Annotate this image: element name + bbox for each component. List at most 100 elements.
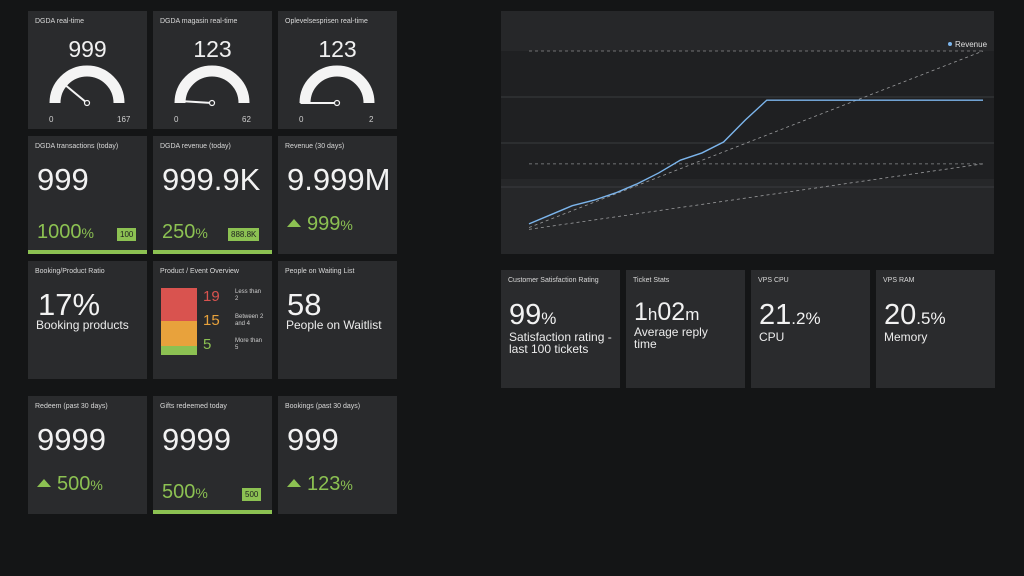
gauge-min: 0 <box>49 115 54 124</box>
tile-title: DGDA transactions (today) <box>35 143 119 150</box>
tile-title: Gifts redeemed today <box>160 403 227 410</box>
gauge-max: 62 <box>242 115 251 124</box>
waiting-list-tile[interactable]: People on Waiting List 58 People on Wait… <box>278 261 397 379</box>
overview-count-red: 19 <box>203 288 220 305</box>
up-arrow-icon <box>287 479 301 487</box>
vps-ram-tile[interactable]: VPS RAM 20.5% Memory <box>876 270 995 388</box>
big-number: 999 <box>37 162 89 197</box>
tile-title: DGDA real-time <box>35 18 85 25</box>
gauge-tile-oplevelsesprisen[interactable]: Oplevelsesprisen real-time 123 0 2 <box>278 11 397 129</box>
stat-sub-label: Average reply time <box>634 325 708 351</box>
tile-title: VPS CPU <box>758 277 789 284</box>
revenue-today-tile[interactable]: DGDA revenue (today) 999.9K 250% 888.8K <box>153 136 272 254</box>
chart-band <box>501 51 994 179</box>
bookings-tile[interactable]: Bookings (past 30 days) 999 123% <box>278 396 397 514</box>
stat-value: 1h02m <box>634 298 700 326</box>
revenue-30-days-tile[interactable]: Revenue (30 days) 9.999M 999% <box>278 136 397 254</box>
gifts-redeemed-tile[interactable]: Gifts redeemed today 9999 500% 500 <box>153 396 272 514</box>
tile-title: Ticket Stats <box>633 277 670 284</box>
gauge-max: 167 <box>117 115 131 124</box>
overview-bar-green <box>161 346 197 355</box>
change-value: 250% <box>162 221 208 243</box>
tile-title: Booking/Product Ratio <box>35 268 105 275</box>
gauge-dial <box>174 65 250 107</box>
revenue-chart-tile[interactable]: Revenue <box>501 11 994 254</box>
gauge-arc <box>299 65 375 104</box>
gauge-needle <box>58 78 88 104</box>
change-value: 1000% <box>37 221 94 243</box>
stat-value: 99% <box>509 299 557 331</box>
big-number: 999 <box>287 422 339 457</box>
sub-label: People on Waitlist <box>286 318 382 332</box>
gauge-min: 0 <box>299 115 304 124</box>
change-value: 500% <box>37 473 103 496</box>
overview-label-orange: Between 2 and 4 <box>235 314 264 327</box>
tile-title: Oplevelsesprisen real-time <box>285 18 368 25</box>
gauge-min: 0 <box>174 115 179 124</box>
product-overview-tile[interactable]: Product / Event Overview 19 Less than 2 … <box>153 261 272 379</box>
big-number: 9999 <box>162 422 231 457</box>
legend-marker <box>948 42 952 46</box>
count-badge: 100 <box>117 228 137 241</box>
gauge-pivot <box>208 99 216 107</box>
gauge-arc <box>49 65 125 104</box>
gauge-needle <box>175 99 213 104</box>
change-value: 500% <box>162 481 208 503</box>
up-arrow-icon <box>287 219 301 227</box>
overview-bar-orange <box>161 321 197 346</box>
big-number: 17% <box>38 287 101 322</box>
progress-bar <box>28 250 147 254</box>
overview-bar-red <box>161 288 197 321</box>
overview-label-green: More than 5 <box>235 338 263 351</box>
gauge-value: 123 <box>318 36 357 62</box>
stat-value: 21.2% <box>759 299 821 331</box>
sub-label: Booking products <box>36 318 129 332</box>
gauge-value: 123 <box>193 36 232 62</box>
gauge-pivot <box>333 99 341 107</box>
count-badge: 888.8K <box>228 228 260 241</box>
progress-bar <box>153 250 272 254</box>
tile-title: Product / Event Overview <box>160 268 239 275</box>
redeem-tile[interactable]: Redeem (past 30 days) 9999 500% <box>28 396 147 514</box>
stat-sub-label: Satisfaction rating - last 100 tickets <box>509 330 612 356</box>
stat-sub-label: CPU <box>759 330 785 344</box>
overview-count-orange: 15 <box>203 312 220 329</box>
big-number: 9999 <box>37 422 106 457</box>
satisfaction-tile[interactable]: Customer Satisfaction Rating 99% Satisfa… <box>501 270 620 388</box>
tile-title: VPS RAM <box>883 277 915 284</box>
ticket-stats-tile[interactable]: Ticket Stats 1h02m Average reply time <box>626 270 745 388</box>
gauge-dial <box>49 65 125 107</box>
booking-ratio-tile[interactable]: Booking/Product Ratio 17% Booking produc… <box>28 261 147 379</box>
tile-title: Revenue (30 days) <box>285 143 345 150</box>
up-arrow-icon <box>37 479 51 487</box>
progress-bar <box>153 510 272 514</box>
gauge-pivot <box>83 99 91 107</box>
big-number: 9.999M <box>287 162 391 197</box>
count-badge: 500 <box>242 488 262 501</box>
tile-title: DGDA magasin real-time <box>160 18 238 25</box>
overview-count-green: 5 <box>203 336 212 353</box>
big-number: 58 <box>287 287 322 322</box>
revenue-chart[interactable]: Revenue <box>501 11 994 254</box>
stat-sub-label: Memory <box>884 330 928 344</box>
gauge-dial <box>299 65 375 107</box>
trend-line <box>528 163 984 230</box>
gauge-tile-dgda-magasin[interactable]: DGDA magasin real-time 123 0 62 <box>153 11 272 129</box>
change-value: 123% <box>287 473 353 496</box>
gauge-tile-dgda-realtime[interactable]: DGDA real-time 999 0 167 <box>28 11 147 129</box>
gauge-arc <box>174 65 250 104</box>
tile-title: Bookings (past 30 days) <box>285 403 361 410</box>
gauge-value: 999 <box>68 36 107 62</box>
big-number: 999.9K <box>162 162 261 197</box>
tile-title: People on Waiting List <box>285 268 355 275</box>
overview-label-red: Less than 2 <box>235 289 262 302</box>
tile-title: DGDA revenue (today) <box>160 143 231 150</box>
legend-label: Revenue <box>955 40 988 49</box>
gauge-max: 2 <box>369 115 374 124</box>
tile-title: Customer Satisfaction Rating <box>508 277 599 284</box>
transactions-tile[interactable]: DGDA transactions (today) 999 1000% 100 <box>28 136 147 254</box>
revenue-series-line <box>528 99 983 225</box>
vps-cpu-tile[interactable]: VPS CPU 21.2% CPU <box>751 270 870 388</box>
stat-value: 20.5% <box>884 299 946 331</box>
tile-title: Redeem (past 30 days) <box>35 403 108 410</box>
